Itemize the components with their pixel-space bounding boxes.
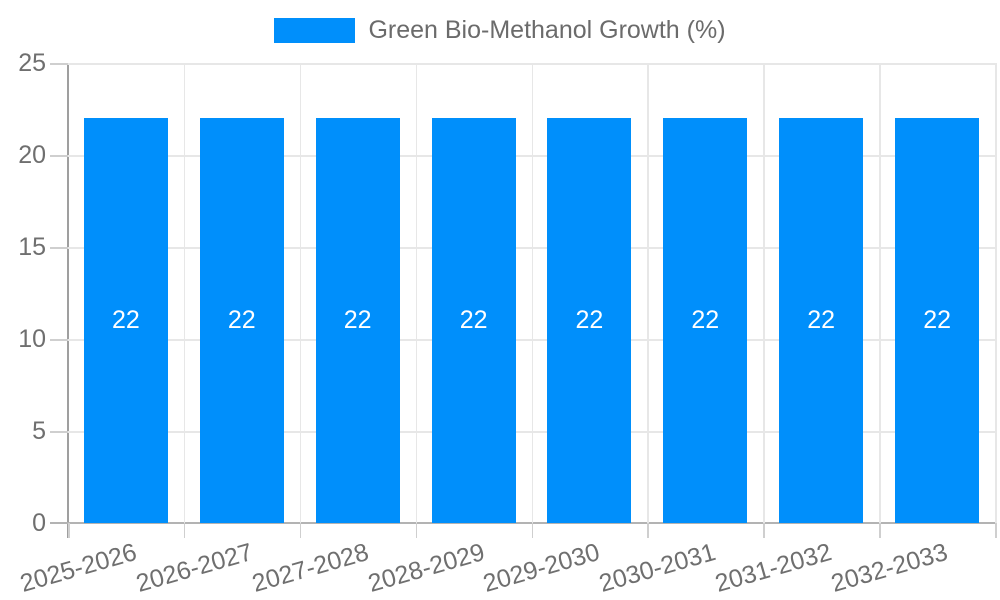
bar-value-label: 22 [343, 306, 372, 335]
gridline-vertical [763, 63, 765, 523]
x-axis-tick [299, 523, 302, 538]
y-axis-tick [50, 63, 68, 65]
legend-swatch [274, 17, 356, 43]
x-axis-tick [68, 523, 70, 538]
bar[interactable]: 22 [431, 118, 516, 523]
x-tick-label: 2030-2031 [596, 538, 720, 598]
x-tick-label: 2028-2029 [364, 538, 488, 598]
y-axis-tick [50, 155, 68, 157]
gridline-vertical [879, 63, 881, 523]
y-tick-label: 5 [32, 417, 46, 445]
gridline-vertical [415, 63, 418, 523]
y-axis-tick [50, 431, 68, 433]
legend-label: Green Bio-Methanol Growth (%) [368, 16, 726, 44]
legend: Green Bio-Methanol Growth (%) [0, 15, 1000, 45]
y-axis-tick [50, 339, 68, 341]
x-axis-line [50, 521, 995, 524]
bar[interactable]: 22 [547, 118, 632, 523]
bar[interactable]: 22 [199, 118, 284, 523]
bar[interactable]: 22 [315, 118, 400, 523]
x-axis-tick [647, 523, 649, 538]
gridline-vertical [531, 63, 533, 523]
gridline-vertical [995, 63, 997, 523]
legend-item[interactable]: Green Bio-Methanol Growth (%) [274, 15, 726, 45]
x-tick-label: 2031-2032 [712, 538, 835, 598]
x-tick-label: 2027-2028 [248, 538, 372, 598]
x-axis-tick [995, 523, 997, 538]
x-axis-tick [763, 523, 765, 538]
y-tick-label: 10 [18, 325, 46, 353]
x-axis-tick [531, 523, 533, 538]
y-axis-line [67, 63, 69, 538]
bar-value-label: 22 [575, 306, 604, 335]
x-axis-tick [183, 523, 186, 538]
y-tick-label: 15 [18, 233, 46, 261]
plot-area: 22 22 22 22 22 22 22 22 [50, 63, 997, 538]
x-tick-label: 2029-2030 [480, 538, 604, 598]
bar[interactable]: 22 [83, 118, 168, 523]
x-axis-tick [879, 523, 881, 538]
y-tick-label: 20 [18, 141, 46, 169]
bar-value-label: 22 [807, 306, 836, 335]
bar-value-label: 22 [111, 306, 140, 335]
gridline-vertical [647, 63, 649, 523]
x-tick-label: 2026-2027 [132, 538, 256, 598]
bar-value-label: 22 [691, 306, 720, 335]
gridline-vertical [299, 63, 302, 523]
bar[interactable]: 22 [779, 118, 864, 523]
bar-value-label: 22 [459, 306, 488, 335]
bar[interactable]: 22 [663, 118, 748, 523]
x-axis-tick [415, 523, 418, 538]
y-tick-label: 25 [18, 49, 46, 77]
y-tick-label: 0 [32, 509, 46, 537]
bar[interactable]: 22 [895, 118, 980, 523]
x-tick-label: 2032-2033 [828, 538, 951, 598]
bar-value-label: 22 [923, 306, 951, 335]
bar-value-label: 22 [227, 306, 256, 335]
y-axis-tick [50, 247, 68, 249]
gridline-vertical [183, 63, 186, 523]
x-tick-label: 2025-2026 [16, 538, 140, 598]
